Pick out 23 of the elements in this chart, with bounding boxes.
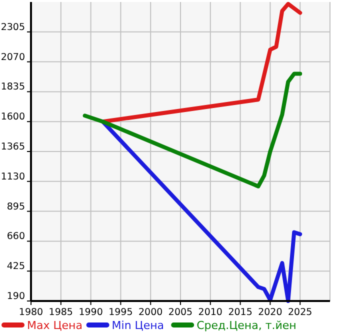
x-tick-label: 1990 xyxy=(78,307,103,318)
x-tick-label: 2025 xyxy=(288,307,312,318)
y-tick-label: 425 xyxy=(6,261,25,272)
y-tick-label: 2070 xyxy=(0,52,25,63)
y-tick-label: 2305 xyxy=(0,22,25,33)
x-tick-label: 1980 xyxy=(18,307,44,318)
legend-label: Min Цена xyxy=(112,319,164,332)
legend-label: Max Цена xyxy=(27,319,82,332)
x-tick-label: 2000 xyxy=(138,307,163,318)
y-tick-label: 895 xyxy=(6,201,25,212)
y-tick-label: 1365 xyxy=(0,142,25,152)
y-tick-label: 190 xyxy=(6,291,25,302)
y-tick-label: 660 xyxy=(6,231,25,242)
x-tick-label: 1995 xyxy=(108,307,133,318)
legend-label: Сред.Цена, т.йен xyxy=(196,319,296,332)
x-tick-label: 2015 xyxy=(228,307,252,318)
y-tick-label: 1835 xyxy=(0,82,25,93)
y-tick-label: 1130 xyxy=(0,171,25,182)
y-tick-label: 1600 xyxy=(0,112,25,123)
x-tick-label: 2020 xyxy=(258,307,282,318)
x-tick-label: 2005 xyxy=(168,307,193,318)
x-tick-label: 2010 xyxy=(198,307,222,318)
x-tick-label: 1985 xyxy=(48,307,73,318)
